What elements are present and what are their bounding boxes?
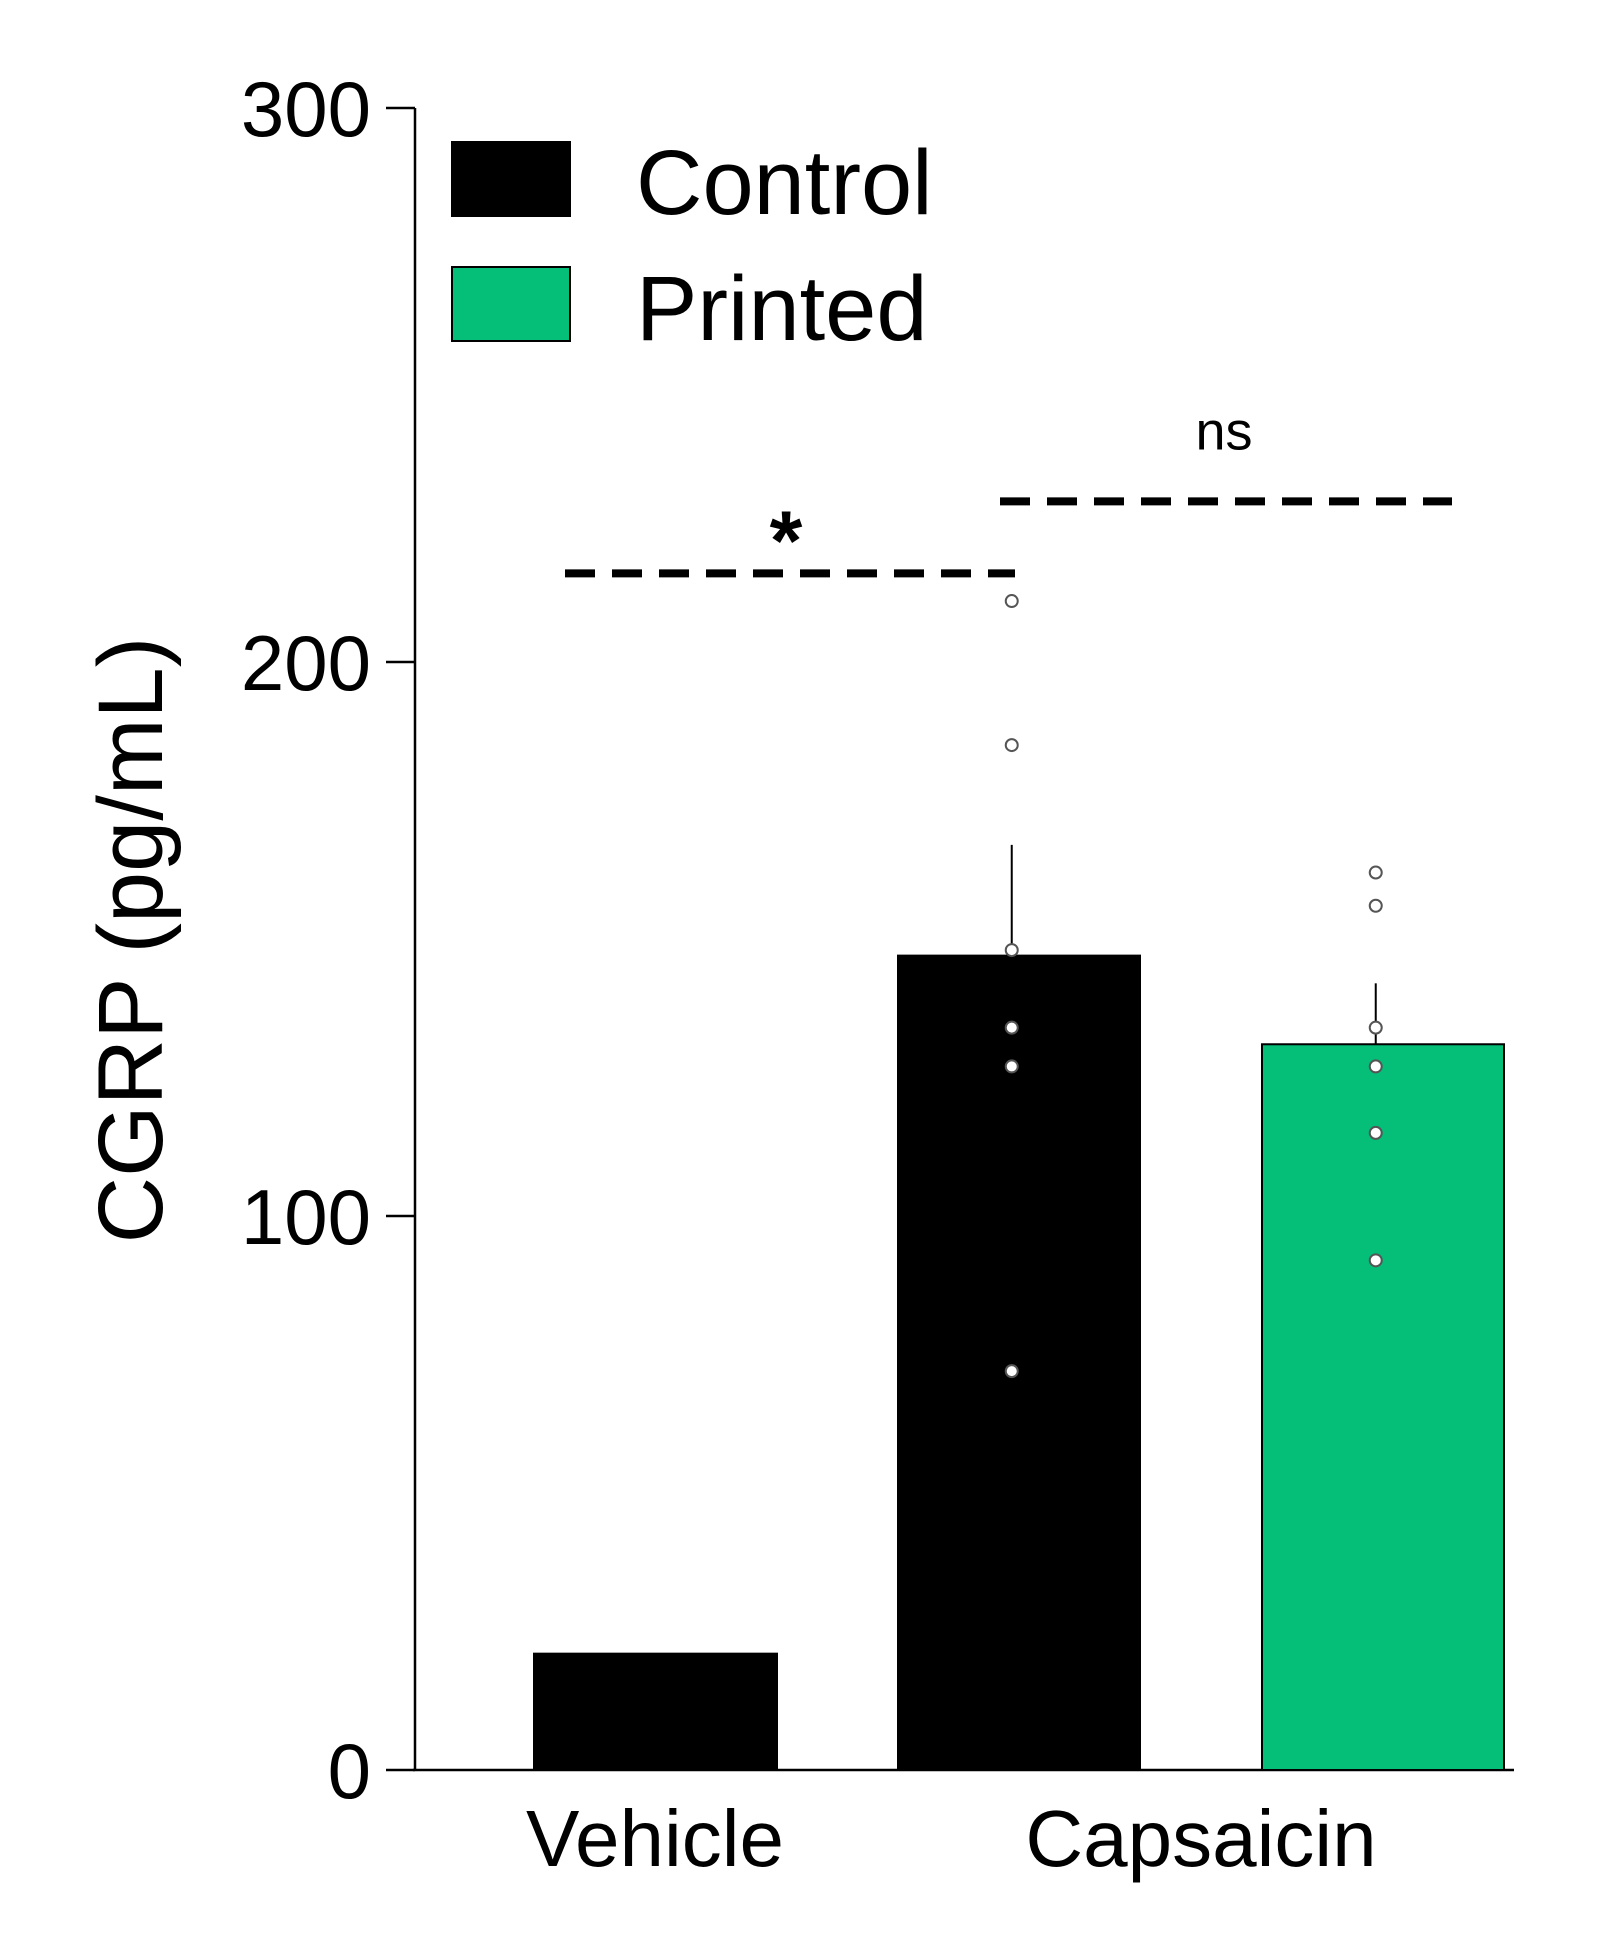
data-point — [1004, 738, 1019, 753]
legend-label-printed: Printed — [636, 258, 928, 360]
data-point — [1004, 943, 1019, 958]
bars — [533, 954, 1505, 1772]
y-tick-label: 200 — [241, 619, 371, 707]
y-tick-label: 100 — [241, 1173, 371, 1261]
data-point — [1004, 1059, 1019, 1074]
data-point — [1004, 1364, 1019, 1379]
legend: Control Printed — [451, 132, 933, 360]
data-point — [1004, 1020, 1019, 1035]
data-point — [1004, 594, 1019, 609]
legend-label-control: Control — [636, 132, 933, 234]
significance-label-ns: ns — [1195, 401, 1252, 461]
y-tick-label: 300 — [241, 65, 371, 153]
data-point — [1368, 1125, 1383, 1140]
legend-swatch-printed — [451, 266, 571, 342]
significance-label-star: * — [770, 493, 803, 587]
data-point — [1368, 865, 1383, 880]
y-ticks: 0 100 200 300 — [241, 65, 415, 1815]
y-tick-label: 0 — [328, 1727, 371, 1815]
category-label: Vehicle — [526, 1794, 784, 1883]
bar-control-capsaicin — [897, 954, 1141, 1771]
legend-swatch-control — [451, 141, 571, 217]
y-axis-label: CGRP (pg/mL) — [80, 637, 182, 1244]
category-labels: Vehicle Capsaicin — [526, 1794, 1377, 1883]
bar-control-vehicle — [533, 1652, 778, 1772]
bar-printed-capsaicin — [1261, 1043, 1505, 1771]
category-label: Capsaicin — [1025, 1794, 1376, 1883]
data-point — [1368, 898, 1383, 913]
data-points — [1004, 594, 1383, 1379]
significance-annotations: * ns — [565, 401, 1452, 587]
data-point — [1368, 1020, 1383, 1035]
data-point — [1368, 1253, 1383, 1268]
data-point — [1368, 1059, 1383, 1074]
